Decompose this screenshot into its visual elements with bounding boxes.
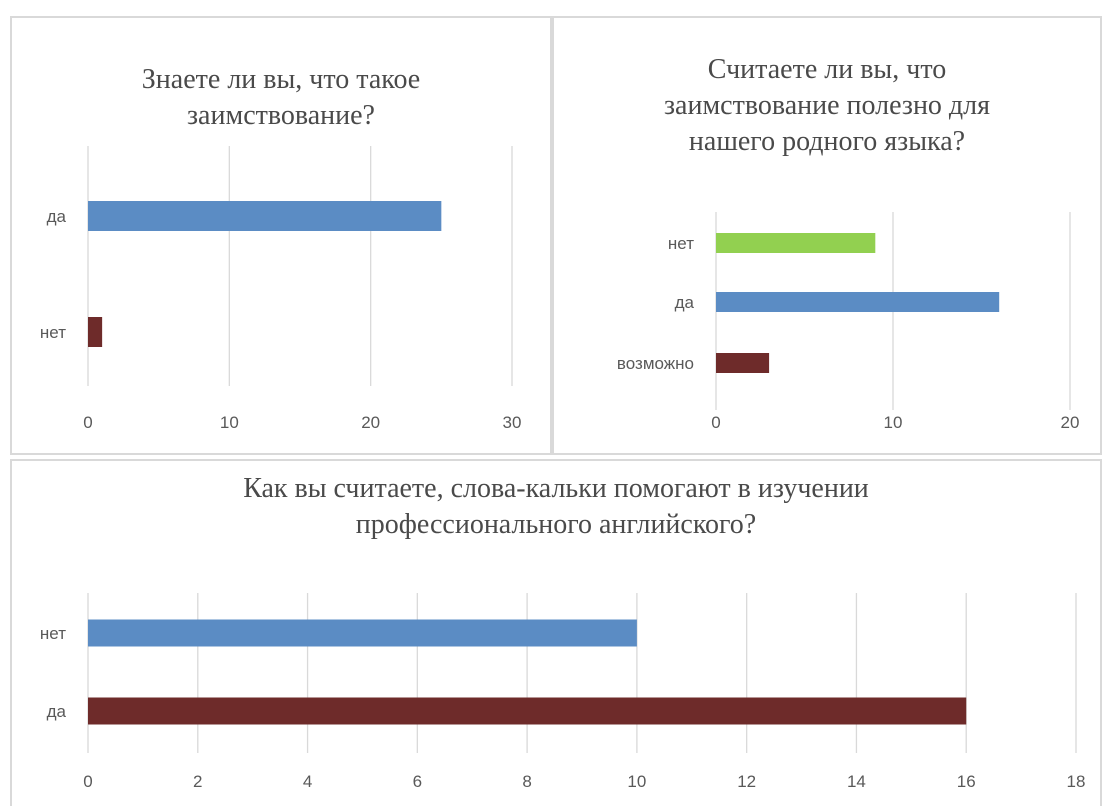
category-label: нет [40,624,66,643]
x-tick-label: 30 [503,413,522,432]
bar-0 [88,201,442,231]
chart-panel-calques-help: Как вы считаете, слова-кальки помогают в… [10,459,1102,806]
bar-0 [88,619,637,647]
x-tick-label: 8 [522,772,531,791]
x-tick-label: 14 [847,772,866,791]
bar-1 [88,697,967,725]
bar-chart-calques-help: 0 2 4 6 8 10 12 14 16 18 нет да [40,593,1086,791]
bar-1 [716,292,1000,312]
category-label: возможно [617,354,694,373]
x-tick-label: 0 [83,772,92,791]
x-tick-label: 0 [83,413,92,432]
category-label: нет [40,323,66,342]
x-tick-label: 20 [361,413,380,432]
x-tick-label: 6 [413,772,422,791]
x-tick-label: 18 [1067,772,1086,791]
category-label: да [47,207,67,226]
x-tick-label: 12 [737,772,756,791]
x-tick-label: 10 [627,772,646,791]
category-label: нет [668,234,694,253]
x-tick-label: 4 [303,772,312,791]
chart-title: Знаете ли вы, что такое заимствование? [141,64,421,131]
bar-0 [716,233,876,253]
x-tick-label: 0 [711,413,720,432]
x-tick-label: 2 [193,772,202,791]
chart-panel-borrowing-knowledge: Знаете ли вы, что такое заимствование? 0… [10,16,552,455]
category-label: да [47,702,67,721]
x-tick-label: 16 [957,772,976,791]
x-tick-label: 10 [220,413,239,432]
chart-title: Считаете ли вы, что заимствование полезн… [663,54,991,157]
bar-chart-borrowing-usefulness: 0 10 20 нет да возможно [617,212,1080,432]
category-label: да [675,293,695,312]
bar-chart-borrowing-knowledge: 0 10 20 30 да нет [40,146,522,432]
bar-1 [88,317,103,347]
chart-title: Как вы считаете, слова-кальки помогают в… [243,473,869,540]
x-tick-label: 20 [1061,413,1080,432]
x-tick-label: 10 [884,413,903,432]
chart-panel-borrowing-usefulness: Считаете ли вы, что заимствование полезн… [552,16,1102,455]
bar-2 [716,353,770,373]
